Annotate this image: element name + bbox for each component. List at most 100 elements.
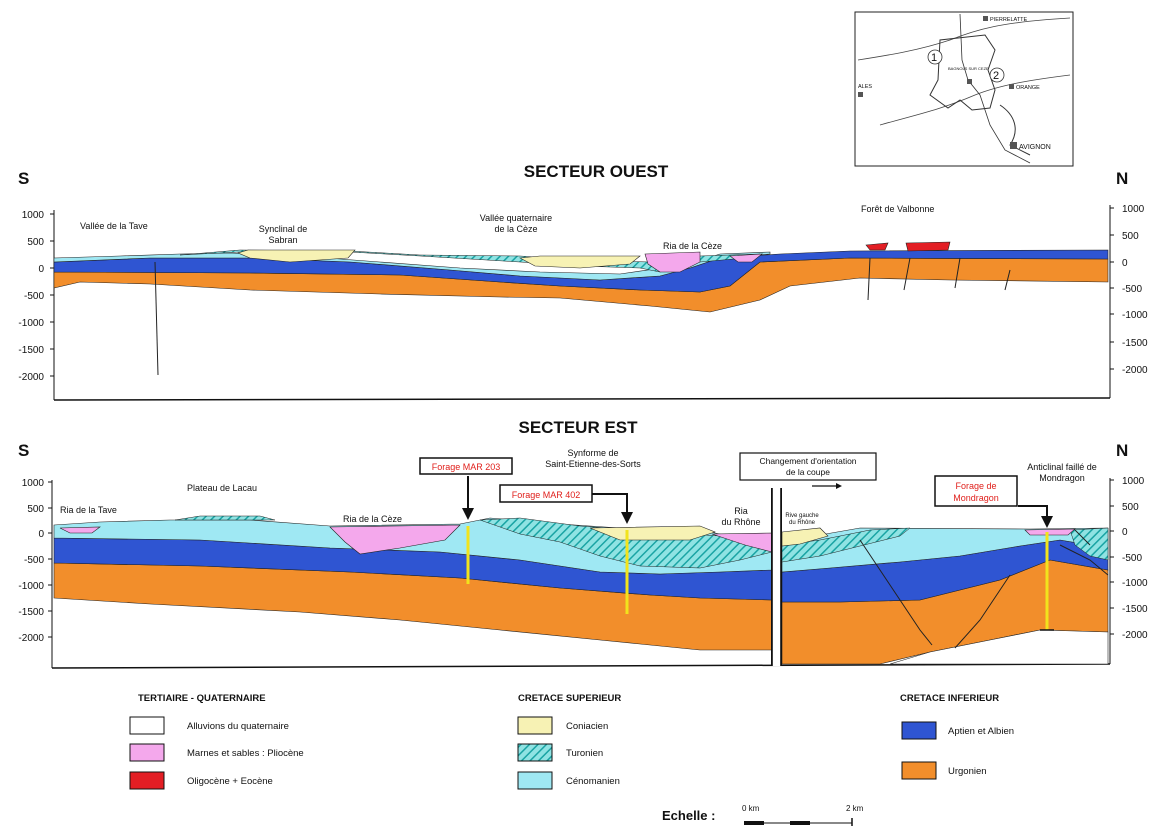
est-left-tick: -1500 [18,607,44,618]
legend: TERTIAIRE - QUATERNAIRE Alluvions du qua… [129,693,1014,790]
ouest-south-label: S [18,169,29,188]
ouest-left-tick: 0 [38,264,44,275]
secteur-ouest-section: SECTEUR OUEST S N 1000 500 0 -500 -1000 … [18,162,1148,401]
map-place-ales: ALES [858,84,872,90]
ouest-left-tick: 1000 [22,210,45,221]
ouest-right-tick: -2000 [1122,365,1148,376]
legend-heading: CRETACE INFERIEUR [900,693,999,704]
forage-mar203: Forage MAR 203 [419,457,513,584]
secteur-est-section: SECTEUR EST S N 1000 500 0 -500 -1000 -1… [18,418,1148,669]
section-2-marker [989,67,1005,83]
scale-end: 2 km [846,804,864,813]
ouest-coniacien-lens-sabran [237,249,356,263]
legend-item-label: Urgonien [948,766,987,777]
ouest-right-tick: 500 [1122,231,1139,242]
legend-item-label: Marnes et sables : Pliocène [187,748,304,759]
est-coniacien-lens [589,525,716,541]
changement-orientation-box: Changement d'orientation de la coupe [739,452,877,489]
ouest-label-valbonne: Forêt de Valbonne [861,204,934,214]
scale-label: Echelle : [662,808,715,823]
est-left-tick: 500 [27,504,44,515]
ouest-faults [154,257,1011,376]
est-label-ria-tave: Ria de la Tave [60,505,117,515]
ouest-label-ceze-valley: Vallée quaternaire [480,213,552,223]
est-label-ria-rhone: Ria [734,506,748,516]
avignon-marker [1010,142,1017,149]
map-place-bagnols: BAGNOLS SUR CEZE [948,66,989,71]
est-label-rive-gauche: du Rhône [789,520,816,526]
orientation-change-line [771,488,782,666]
forage-mar402: Forage MAR 402 [499,484,633,614]
forage-mar402-label: Forage MAR 402 [512,490,581,500]
est-right-tick: -500 [1122,553,1142,564]
est-left-tick: -1000 [18,581,44,592]
ouest-left-tick: -500 [24,291,44,302]
ouest-right-tick: -1500 [1122,338,1148,349]
est-turonien-lacau [174,515,276,521]
legend-item-label: Turonien [566,748,603,759]
est-left-axis: 1000 500 0 -500 -1000 -1500 -2000 [18,478,53,668]
est-right-tick: 500 [1122,502,1139,513]
est-label-anticlinal: Anticlinal faillé de [1027,462,1097,472]
ouest-coniacien-lens-ceze [518,255,641,269]
legend-heading: CRETACE SUPERIEUR [518,693,621,704]
est-left-tick: -500 [24,555,44,566]
ouest-left-tick: -2000 [18,372,44,383]
legend-heading: TERTIAIRE - QUATERNAIRE [138,693,266,704]
legend-swatch-aptien [901,721,937,740]
est-right-tick: -2000 [1122,630,1148,641]
section-1-number: 1 [931,52,937,64]
forage-mondragon-label: Forage de [955,481,996,491]
ouest-right-tick: -1000 [1122,310,1148,321]
legend-item-label: Coniacien [566,721,608,732]
est-right-axis: 1000 500 0 -500 -1000 -1500 -2000 [1109,476,1148,664]
section-2-number: 2 [993,70,999,82]
map-place-avignon: AVIGNON [1019,144,1051,151]
legend-group-cretace-inferieur: CRETACE INFERIEUR Aptien et Albien Urgon… [900,693,1014,780]
ouest-left-tick: 500 [27,237,44,248]
est-label-anticlinal: Mondragon [1039,473,1085,483]
est-left-tick: 1000 [22,478,45,489]
est-alluvions-east [889,629,1109,665]
ouest-left-tick: -1000 [18,318,44,329]
legend-swatch-cenomanien [517,771,553,790]
ouest-oligocene-lens-2 [865,242,889,251]
map-place-orange: ORANGE [1016,85,1040,91]
ales-marker [858,92,863,97]
est-right-tick: -1500 [1122,604,1148,615]
est-right-tick: 1000 [1122,476,1145,487]
est-label-synforme: Saint-Etienne-des-Sorts [545,459,641,469]
legend-swatch-oligocene [129,771,165,790]
est-north-label: N [1116,441,1128,460]
est-turonien-layer-east [781,527,911,563]
ouest-right-tick: 1000 [1122,204,1145,215]
est-right-tick: -1000 [1122,578,1148,589]
est-south-label: S [18,441,29,460]
legend-swatch-turonien [517,743,553,762]
legend-item-label: Alluvions du quaternaire [187,721,289,732]
orange-marker [1009,84,1014,89]
secteur-ouest-title: SECTEUR OUEST [524,162,669,181]
ouest-right-axis: 1000 500 0 -500 -1000 -1500 -2000 [1109,204,1148,398]
legend-item-label: Aptien et Albien [948,726,1014,737]
pierrelatte-marker [983,16,988,21]
changement-label: Changement d'orientation [759,456,856,466]
legend-group-cretace-superieur: CRETACE SUPERIEUR Coniacien Turonien Cén… [517,693,621,790]
legend-item-label: Cénomanien [566,776,620,787]
est-left-tick: -2000 [18,633,44,644]
forage-mondragon-label: Mondragon [953,493,999,503]
ouest-left-axis: 1000 500 0 -500 -1000 -1500 -2000 [18,210,55,400]
est-label-lacau: Plateau de Lacau [187,483,257,493]
ouest-label-ceze-valley: de la Cèze [494,224,537,234]
legend-swatch-alluvions [129,716,165,735]
secteur-est-title: SECTEUR EST [518,418,638,437]
est-left-tick: 0 [38,529,44,540]
ouest-label-tave: Vallée de la Tave [80,221,148,231]
ouest-oligocene-lens [905,241,951,252]
est-label-ria-ceze: Ria de la Cèze [343,514,402,524]
scale-bar: Echelle : 0 km 2 km [662,804,864,826]
est-pliocene-mondragon [1024,528,1076,536]
est-label-synforme: Synforme de [567,448,618,458]
est-faults [859,529,1109,649]
